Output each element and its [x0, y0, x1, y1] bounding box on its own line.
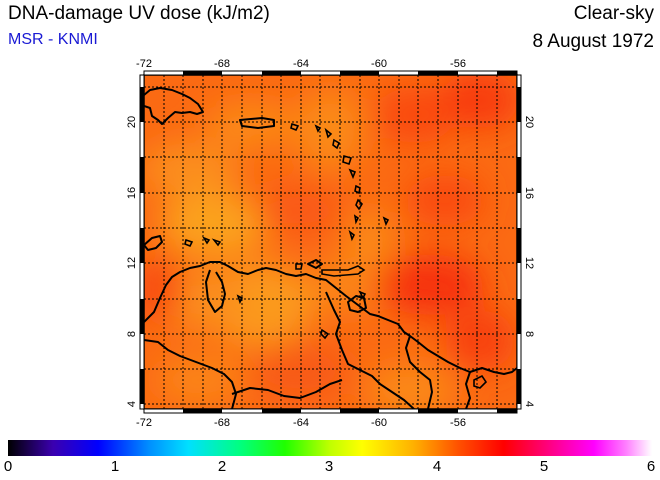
coastline-south-america [144, 261, 517, 375]
lat-labels-left: 4 8 12 16 20 [126, 116, 138, 407]
lon-label-top: -64 [293, 58, 309, 70]
coastline-hispaniola [144, 87, 204, 125]
colorbar-tick-label: 0 [3, 458, 13, 475]
lat-label-left: 16 [126, 187, 138, 199]
lon-label-top: -68 [214, 58, 230, 70]
coastline-margarita [307, 259, 323, 269]
source-label: MSR - KNMI [8, 31, 98, 48]
colorbar-tick-label: 3 [324, 458, 334, 475]
lon-label-bottom: -64 [293, 417, 309, 429]
lon-labels-bottom: -72 -68 -64 -60 -56 [136, 417, 466, 429]
coastlines [144, 87, 517, 409]
border-brazil [231, 379, 343, 399]
lon-label-top: -60 [371, 58, 387, 70]
lat-label-right: 8 [523, 331, 535, 337]
coastline-guajira [144, 235, 163, 251]
lat-label-right: 16 [523, 187, 535, 199]
lat-label-left: 12 [126, 257, 138, 269]
date-label: 8 August 1972 [532, 31, 655, 52]
lon-label-top: -72 [136, 58, 152, 70]
colorbar [8, 440, 652, 456]
colorbar-tick-label: 6 [646, 458, 656, 475]
colorbar-tick-label: 2 [217, 458, 227, 475]
lon-label-bottom: -68 [214, 417, 230, 429]
lon-label-bottom: -72 [136, 417, 152, 429]
coastline-trinidad [347, 295, 367, 313]
colorbar-gradient [8, 440, 652, 456]
lon-label-top: -56 [450, 58, 466, 70]
colorbar-tick-label: 1 [110, 458, 120, 475]
border-colombia [144, 339, 237, 409]
lat-label-right: 20 [523, 116, 535, 128]
colorbar-tick-label: 5 [539, 458, 549, 475]
lon-labels-top: -72 -68 -64 -60 -56 [136, 58, 466, 70]
lon-label-bottom: -56 [450, 417, 466, 429]
coastline-puerto-rico [239, 117, 275, 129]
lon-label-bottom: -60 [371, 417, 387, 429]
lat-label-right: 4 [523, 401, 535, 407]
coastline-orinoco [325, 291, 415, 409]
islands [184, 122, 488, 389]
border-guyana [405, 335, 433, 409]
lat-label-left: 4 [126, 401, 138, 407]
lat-label-right: 12 [523, 257, 535, 269]
lat-label-left: 20 [126, 116, 138, 128]
lat-labels-right: 4 8 12 16 20 [523, 116, 535, 407]
map-frame [139, 70, 522, 414]
colorbar-tick-label: 4 [432, 458, 442, 475]
map-title: DNA-damage UV dose (kJ/m2) [8, 3, 270, 24]
sky-condition-label: Clear-sky [573, 3, 654, 24]
lat-label-left: 8 [126, 331, 138, 337]
